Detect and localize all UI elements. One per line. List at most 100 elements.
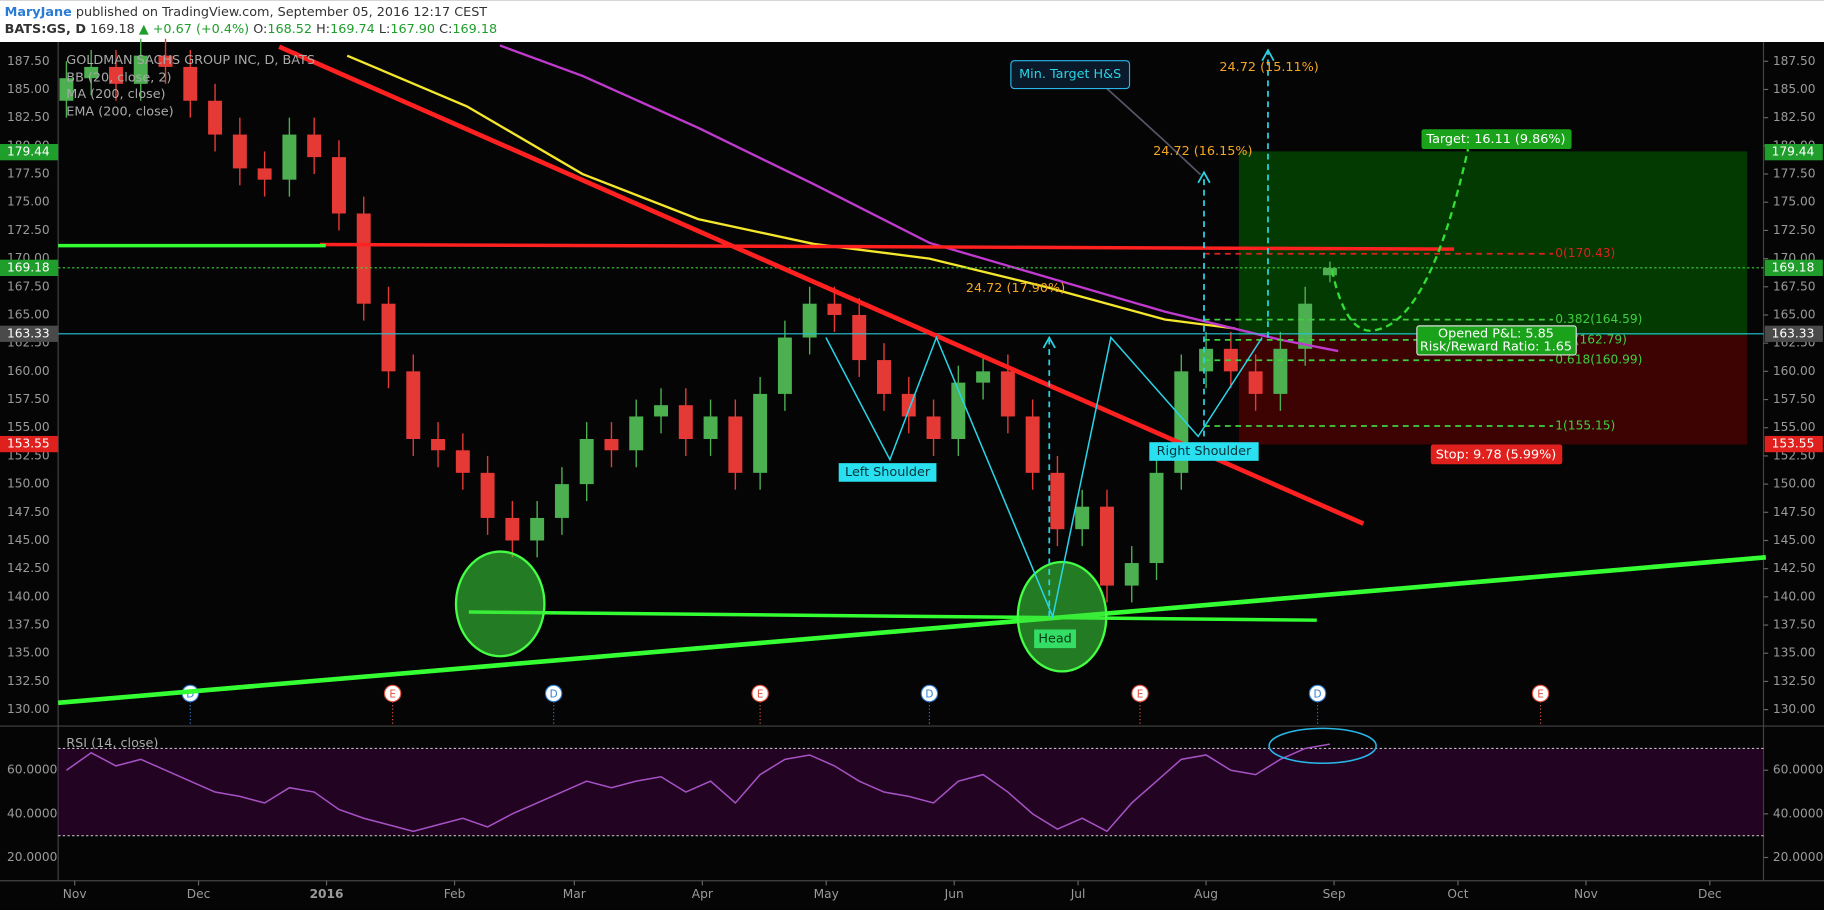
min-target-label: Min. Target H&S	[1019, 67, 1121, 82]
candle-body	[1124, 563, 1139, 586]
price-marker-left: 179.44	[7, 145, 50, 159]
price-marker-right: 169.18	[1772, 260, 1815, 274]
y-tick-label-left: 182.50	[7, 110, 50, 124]
stop-label: Stop: 9.78 (5.99%)	[1436, 448, 1557, 463]
y-tick-label-left: 132.50	[7, 674, 50, 688]
candle-body	[827, 303, 842, 315]
candle-body	[282, 134, 297, 180]
y-tick-label-left: 172.50	[7, 223, 50, 237]
header-line: MaryJane published on TradingView.com, S…	[5, 4, 488, 19]
x-tick-label: May	[814, 887, 839, 901]
legend-title: GOLDMAN SACHS GROUP INC, D, BATS	[66, 53, 315, 68]
candle-body	[728, 416, 743, 473]
candle-body	[604, 439, 619, 451]
candle-body	[232, 134, 247, 169]
y-tick-label-left: 130.00	[7, 702, 50, 716]
bottom-line	[468, 610, 1317, 622]
y-tick-label: 172.50	[1773, 223, 1816, 237]
author[interactable]: MaryJane	[5, 4, 72, 19]
marks: 0(170.43)0.382(164.59)0.5(162.79)0.618(1…	[58, 38, 1764, 837]
candle-body	[505, 517, 520, 541]
candle-body	[654, 405, 669, 417]
y-tick-label: 157.50	[1773, 392, 1816, 406]
quote-line: BATS:GS, D 169.18 ▲ +0.67 (+0.4%) O:168.…	[5, 22, 497, 37]
event-marker	[544, 684, 563, 703]
fib-label: 0.382(164.59)	[1555, 312, 1642, 326]
candle-body	[59, 78, 74, 101]
left-bottom-circle	[454, 550, 546, 658]
x-tick-label: Sep	[1323, 887, 1346, 901]
candle-body	[976, 371, 991, 383]
pnl-box	[1416, 325, 1577, 356]
x-tick-label: Jun	[944, 887, 964, 901]
rsi-highlight	[1268, 727, 1377, 765]
candle-body	[381, 303, 396, 372]
candle-body	[307, 134, 322, 158]
rsi-tick-label-left: 60.0000	[7, 763, 57, 777]
move-label-1: 24.72 (15.11%)	[1219, 60, 1318, 75]
resistance-line	[319, 242, 1455, 251]
y-tick-label: 132.50	[1773, 674, 1816, 688]
y-tick-label-left: 140.00	[7, 589, 50, 603]
rsi-tick-label: 40.0000	[1773, 806, 1823, 820]
event-marker	[920, 684, 939, 703]
rsi-tick-label: 60.0000	[1773, 763, 1823, 777]
h-label: H:	[316, 22, 330, 37]
candle-body	[1000, 371, 1015, 417]
target-box	[1421, 129, 1572, 150]
event-label: E	[1137, 689, 1144, 701]
axes: 130.00 130.00 132.50 132.50 135.00 135.00 137.…	[0, 54, 1823, 901]
candle-body	[1050, 472, 1065, 530]
y-tick-label-left: 160.00	[7, 364, 50, 378]
symbol: BATS:GS, D	[5, 22, 86, 37]
candle-body	[108, 66, 123, 84]
left-shoulder-label: Left Shoulder	[845, 465, 931, 480]
x-tick-label: Dec	[187, 887, 211, 901]
candle-body	[703, 416, 718, 440]
h-value: 169.74	[330, 22, 375, 37]
rr-label: Risk/Reward Ratio: 1.65	[1420, 339, 1572, 354]
header-bg	[0, 0, 1824, 43]
price-marker-right: 153.55	[1772, 437, 1815, 451]
ma-line	[346, 54, 1236, 330]
x-tick-label: Oct	[1447, 887, 1468, 901]
rsi-legend: RSI (14, close)	[66, 736, 158, 751]
l-value: 167.90	[390, 22, 435, 37]
price-marker-right: 163.33	[1772, 326, 1815, 340]
y-tick-label-left: 167.50	[7, 279, 50, 293]
fib-label: 0(170.43)	[1555, 246, 1615, 260]
candle-body	[1025, 416, 1040, 473]
uptrend-line	[57, 555, 1767, 706]
callout-box	[1010, 60, 1131, 90]
price-marker-left-box	[0, 144, 59, 161]
candle-body	[629, 416, 644, 451]
y-tick-label-left: 135.00	[7, 646, 50, 660]
candle-body	[802, 303, 817, 338]
o-label: O:	[253, 22, 267, 37]
candle-body	[480, 472, 495, 518]
right-shoulder-label: Right Shoulder	[1157, 444, 1252, 459]
x-tick-label: 2016	[310, 887, 344, 901]
drawings: Min. Target H&S Left Shoulder Right Shou…	[57, 44, 1767, 765]
event-label: D	[186, 689, 194, 701]
price-marker-left: 163.33	[7, 326, 50, 340]
candle-body	[554, 484, 569, 518]
y-tick-label-left: 185.00	[7, 82, 50, 96]
change: ▲ +0.67 (+0.4%)	[139, 22, 249, 37]
candle-body	[1223, 348, 1238, 372]
candle-body	[133, 55, 148, 84]
y-tick-label: 130.00	[1773, 702, 1816, 716]
left-shoulder-box	[838, 463, 937, 482]
candle-body	[1248, 371, 1263, 394]
candle-body	[431, 439, 446, 451]
candle-body	[777, 337, 792, 394]
y-tick-label-left: 145.00	[7, 533, 50, 547]
candle-body	[1273, 348, 1288, 394]
event-marker	[751, 684, 769, 703]
candle-body	[852, 314, 867, 361]
arrow-head-1	[1042, 335, 1056, 349]
y-tick-label: 177.50	[1773, 167, 1816, 181]
projection-path	[1330, 148, 1470, 332]
